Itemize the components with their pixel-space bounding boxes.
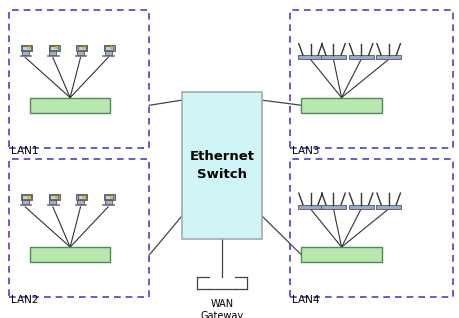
Text: LAN1: LAN1 xyxy=(11,146,39,156)
Bar xyxy=(301,247,381,262)
Bar xyxy=(74,204,86,205)
Text: Ethernet Hub: Ethernet Hub xyxy=(40,250,100,259)
Circle shape xyxy=(83,47,85,48)
Bar xyxy=(21,45,32,51)
Circle shape xyxy=(110,47,112,48)
Bar xyxy=(289,10,452,148)
Bar xyxy=(49,194,60,200)
Bar xyxy=(78,46,86,50)
Bar xyxy=(22,47,29,55)
Bar xyxy=(301,98,381,113)
Bar xyxy=(22,195,31,199)
Bar xyxy=(78,195,86,199)
Bar xyxy=(104,47,112,55)
Text: Ethernet Hub: Ethernet Hub xyxy=(311,101,371,110)
Bar xyxy=(74,55,86,56)
Circle shape xyxy=(28,47,30,48)
Bar xyxy=(9,159,149,297)
Bar xyxy=(76,45,87,51)
Bar xyxy=(19,204,31,205)
Bar xyxy=(348,204,373,209)
Text: Ethernet
Switch: Ethernet Switch xyxy=(189,150,254,181)
Bar xyxy=(49,197,56,204)
Bar xyxy=(47,55,59,56)
Bar xyxy=(21,194,32,200)
Bar xyxy=(9,10,149,148)
Bar xyxy=(22,197,29,204)
Bar xyxy=(104,45,115,51)
Bar xyxy=(320,55,345,59)
Bar xyxy=(102,204,114,205)
Bar xyxy=(30,98,110,113)
Bar xyxy=(105,195,113,199)
Bar xyxy=(375,204,400,209)
Bar xyxy=(47,204,59,205)
Bar xyxy=(297,55,322,59)
Circle shape xyxy=(110,196,112,198)
Circle shape xyxy=(55,47,57,48)
Bar xyxy=(76,194,87,200)
Bar xyxy=(289,159,452,297)
Bar xyxy=(320,204,345,209)
Bar xyxy=(22,46,31,50)
Bar xyxy=(50,46,58,50)
Bar xyxy=(102,55,114,56)
Text: WAN
Gateway: WAN Gateway xyxy=(200,299,243,318)
Bar xyxy=(297,204,322,209)
Text: LAN3: LAN3 xyxy=(291,146,319,156)
Bar xyxy=(49,47,56,55)
Bar xyxy=(50,195,58,199)
Bar xyxy=(104,197,112,204)
Bar xyxy=(30,247,110,262)
Bar xyxy=(77,197,84,204)
Bar xyxy=(105,46,113,50)
Text: LAN2: LAN2 xyxy=(11,295,39,305)
Text: Ethernet Hub: Ethernet Hub xyxy=(40,101,100,110)
Bar xyxy=(19,55,31,56)
Bar xyxy=(375,55,400,59)
Bar xyxy=(104,194,115,200)
Text: Ethernet Hub: Ethernet Hub xyxy=(311,250,371,259)
Bar xyxy=(49,45,60,51)
Bar xyxy=(348,55,373,59)
Circle shape xyxy=(55,196,57,198)
Bar xyxy=(77,47,84,55)
Bar xyxy=(181,92,262,238)
Text: LAN4: LAN4 xyxy=(291,295,319,305)
Circle shape xyxy=(83,196,85,198)
Circle shape xyxy=(28,196,30,198)
